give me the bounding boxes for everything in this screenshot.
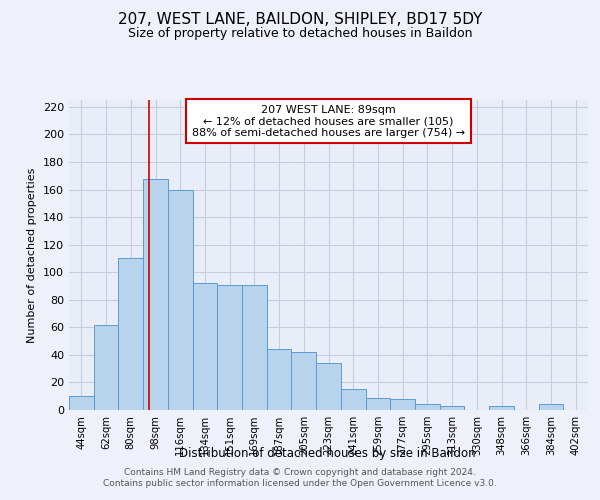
Y-axis label: Number of detached properties: Number of detached properties [28, 168, 37, 342]
Bar [316, 363, 341, 410]
Text: Contains HM Land Registry data © Crown copyright and database right 2024.
Contai: Contains HM Land Registry data © Crown c… [103, 468, 497, 487]
Bar [341, 390, 365, 410]
Text: Distribution of detached houses by size in Baildon: Distribution of detached houses by size … [179, 448, 475, 460]
Bar [217, 284, 242, 410]
Bar [94, 324, 118, 410]
Bar [143, 178, 168, 410]
Bar [440, 406, 464, 410]
Bar [242, 284, 267, 410]
Bar [390, 399, 415, 410]
Bar [168, 190, 193, 410]
Text: Size of property relative to detached houses in Baildon: Size of property relative to detached ho… [128, 28, 472, 40]
Text: 207 WEST LANE: 89sqm
← 12% of detached houses are smaller (105)
88% of semi-deta: 207 WEST LANE: 89sqm ← 12% of detached h… [192, 104, 465, 138]
Bar [69, 396, 94, 410]
Bar [292, 352, 316, 410]
Bar [193, 283, 217, 410]
Bar [267, 350, 292, 410]
Bar [539, 404, 563, 410]
Text: 207, WEST LANE, BAILDON, SHIPLEY, BD17 5DY: 207, WEST LANE, BAILDON, SHIPLEY, BD17 5… [118, 12, 482, 28]
Bar [118, 258, 143, 410]
Bar [415, 404, 440, 410]
Bar [489, 406, 514, 410]
Bar [365, 398, 390, 410]
